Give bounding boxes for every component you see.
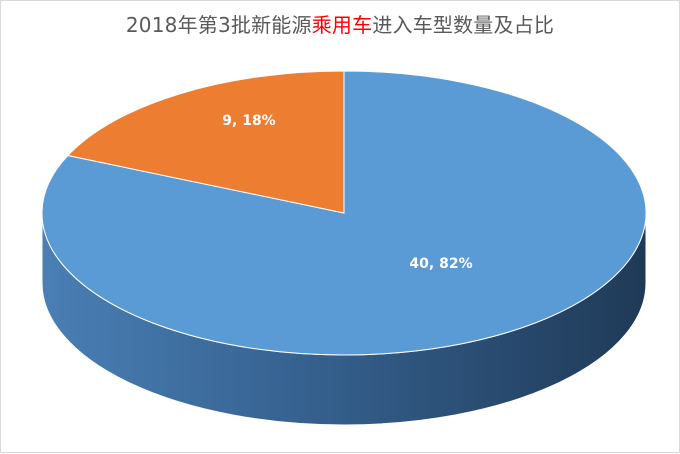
data-label-2: 9, 18% [222,113,275,129]
pie-slice-2 [66,70,345,214]
chart-title: 2018年第3批新能源乘用车进入车型数量及占比 [1,9,679,38]
chart-title-prefix: 2018年第3批新能源 [125,13,312,37]
chart-title-highlight: 乘用车 [311,13,373,37]
chart-title-suffix: 进入车型数量及占比 [372,13,555,37]
data-label-1: 40, 82% [409,256,472,272]
